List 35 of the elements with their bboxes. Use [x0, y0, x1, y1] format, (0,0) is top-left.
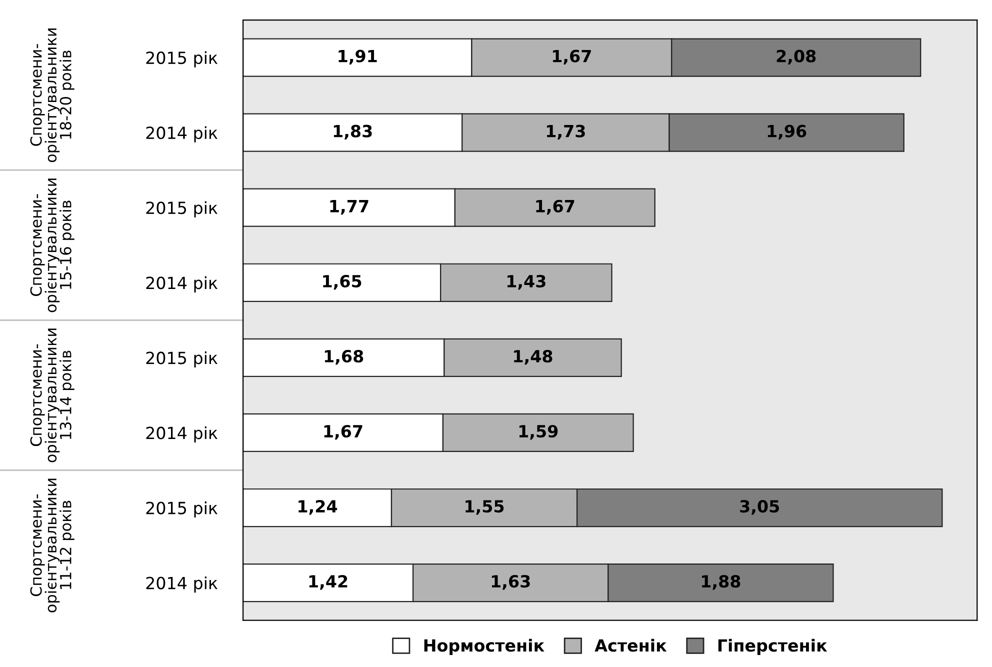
text: Спортсмени- орієнтувальники 13-14 років [30, 328, 74, 462]
data-label: 1,67 [324, 424, 362, 440]
data-label: 1,55 [466, 500, 504, 515]
data-label: 1,43 [507, 274, 546, 290]
data-label: 1,77 [330, 200, 368, 215]
y-tick-label: 2014 рік [146, 126, 218, 142]
text: Спортсмени- орієнтувальники 15-16 років [30, 178, 74, 312]
legend-label: Гіперстенік [718, 638, 828, 655]
y-tick-label: 2015 рік [146, 351, 218, 368]
y-tick-label: 2014 рік [146, 426, 218, 443]
data-label: 1,65 [323, 274, 362, 290]
y-tick-label: 2014 рік [146, 276, 218, 292]
data-label: 1,88 [702, 575, 740, 590]
data-label: 1,91 [338, 50, 377, 64]
data-label: 1,48 [514, 350, 552, 365]
data-label: 1,63 [492, 575, 530, 590]
text: Спортсмени- орієнтувальники 11-12 років [30, 478, 74, 612]
data-label: 1,67 [536, 200, 574, 215]
text: Спортсмени- орієнтувальники 18-20 років [30, 28, 74, 162]
data-label: 1,24 [298, 500, 338, 515]
data-label: 1,42 [309, 575, 348, 590]
data-label: 2,08 [776, 50, 816, 64]
data-label: 1,83 [334, 124, 372, 140]
data-label: 1,59 [519, 424, 558, 440]
data-label: 1,96 [768, 124, 806, 140]
y-tick-label: 2015 рік [146, 501, 218, 518]
y-tick-label: 2015 рік [146, 51, 218, 68]
data-label: 3,05 [740, 500, 779, 515]
data-label: 1,73 [546, 124, 585, 140]
data-label: 1,68 [324, 350, 364, 365]
legend-label: Нормостенік [424, 638, 544, 655]
data-label: 1,67 [552, 50, 591, 64]
y-tick-label: 2015 рік [146, 201, 218, 218]
legend-label: Астенік [594, 638, 667, 652]
y-tick-label: 2014 рік [146, 576, 218, 593]
